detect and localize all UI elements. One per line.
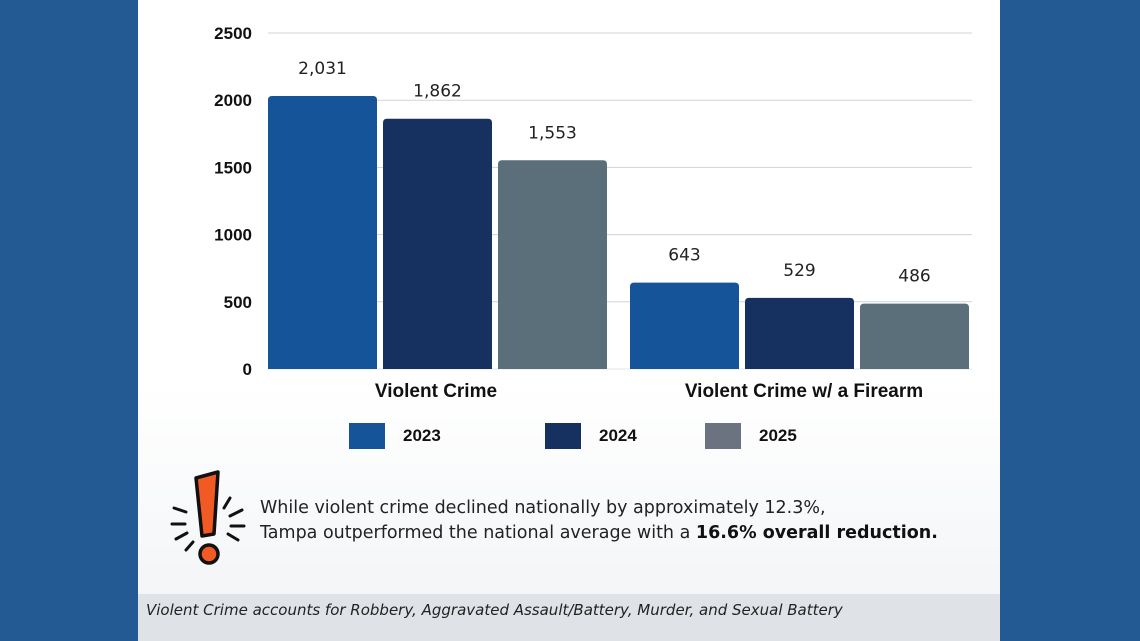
legend-swatch-2023 [349,423,385,449]
y-tick-label: 2000 [214,91,252,110]
callout-line-1: While violent crime declined nationally … [260,498,826,518]
category-label: Violent Crime w/ a Firearm [685,381,923,402]
y-tick-label: 0 [243,360,252,379]
data-label: 486 [898,267,930,287]
category-label: Violent Crime [375,381,497,402]
exclamation-burst-icon [170,470,246,565]
legend-item-2025: 2025 [705,422,797,450]
bar-2023-firearm [630,282,739,369]
callout-text: While violent crime declined nationally … [260,496,938,546]
callout-line-2-text: Tampa outperformed the national average … [260,523,696,543]
data-label: 1,553 [528,123,577,143]
footnote-bar: Violent Crime accounts for Robbery, Aggr… [138,594,1000,641]
data-label: 1,862 [413,82,462,102]
data-label: 529 [783,261,815,281]
data-label: 643 [668,246,700,266]
y-tick-label: 500 [224,293,252,312]
legend-swatch-2025 [705,423,741,449]
legend-item-2024: 2024 [545,422,637,450]
infographic-panel: 2500 2000 1500 1000 500 0 2,031 1,862 1,553 Viole… [138,0,1000,641]
legend-label-2025: 2025 [759,426,797,445]
data-label: 2,031 [298,59,347,79]
callout-line-2: Tampa outperformed the national average … [260,521,938,546]
legend-label-2024: 2024 [599,426,637,445]
bar-chart: 2500 2000 1500 1000 500 0 2,031 1,862 1,553 Viole… [214,24,972,402]
bar-2025-violent-crime [498,160,607,369]
legend-label-2023: 2023 [403,426,441,445]
y-tick-label: 1000 [214,226,252,245]
bar-2024-violent-crime [383,118,492,370]
legend-item-2023: 2023 [349,422,441,450]
legend-swatch-2024 [545,423,581,449]
bar-2024-firearm [745,297,854,369]
bar-2023-violent-crime [268,96,377,369]
y-tick-label: 2500 [214,24,252,43]
callout-highlight: 16.6% overall reduction. [695,523,938,543]
footnote: Violent Crime accounts for Robbery, Aggr… [146,601,843,619]
y-tick-label: 1500 [214,158,252,177]
bar-2025-firearm [860,303,969,369]
